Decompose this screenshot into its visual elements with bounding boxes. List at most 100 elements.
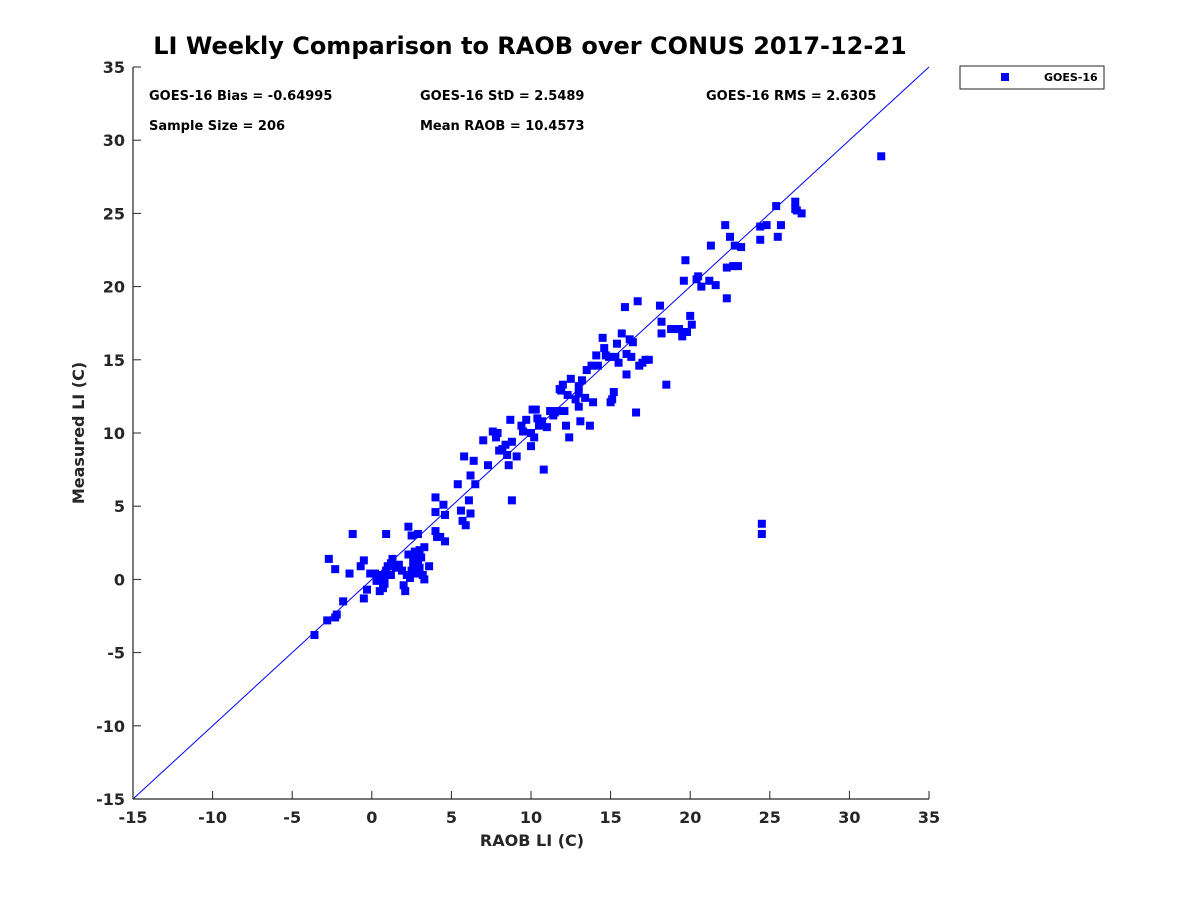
data-point [453,480,462,489]
y-tick-label: -15 [96,790,125,809]
data-point [614,358,623,367]
data-point [533,414,542,423]
data-point [363,585,372,594]
data-point [675,325,684,334]
data-point [420,543,429,552]
data-point [554,407,563,416]
x-tick-label: 20 [679,808,701,827]
data-point [622,370,631,379]
x-tick-label: 25 [759,808,781,827]
data-point [726,232,734,241]
data-point [773,232,782,241]
data-point [563,390,572,399]
data-point [722,263,731,272]
x-ticks: -15 -10 -5 0 5 10 15 20 25 30 35 [119,791,940,827]
data-point [581,393,590,402]
y-tick-label: 30 [103,131,125,150]
data-point [562,421,571,430]
data-point [566,374,575,383]
data-point [679,276,688,285]
data-point [441,510,450,519]
data-point [491,433,500,442]
data-point [501,440,510,449]
data-point [382,530,391,539]
data-point [662,380,671,389]
data-point [538,417,547,426]
y-tick-label: 0 [114,570,125,589]
y-tick-label: 15 [103,351,125,370]
data-point [456,506,465,515]
data-point [431,508,440,517]
data-point [657,317,666,326]
data-point [681,256,690,265]
data-point [498,445,507,454]
data-point [571,395,580,404]
data-point [404,550,413,559]
data-point [359,594,368,603]
data-point [587,361,596,370]
data-point [412,569,421,578]
data-point [557,386,566,395]
stat-rms: GOES-16 RMS = 2.6305 [706,89,876,104]
data-point [729,262,738,271]
data-point [331,565,340,574]
stat-mean-raob: Mean RAOB = 10.4573 [420,119,585,134]
data-point [609,388,618,397]
data-point [757,530,766,539]
data-point [546,407,555,416]
data-point [331,613,340,622]
data-point [345,569,354,578]
stat-std: GOES-16 StD = 2.5489 [420,89,584,104]
data-point [398,566,407,575]
data-point [409,563,418,572]
data-point [527,442,535,451]
data-point [762,221,771,230]
data-point [633,297,642,306]
data-point [644,355,653,364]
x-tick-label: 0 [366,808,377,827]
x-tick-label: 5 [446,808,457,827]
data-point [372,576,381,585]
x-tick-label: -5 [283,808,301,827]
data-point [484,461,493,470]
data-point [683,327,692,336]
data-point [791,197,800,206]
data-point [622,349,631,358]
data-point [577,376,586,385]
data-point [378,584,387,593]
data-point [558,380,567,389]
data-point [730,241,739,250]
x-tick-label: -10 [198,808,227,827]
data-point [469,456,478,465]
data-point [356,562,365,571]
data-point [657,329,666,338]
legend: GOES-16 [959,65,1105,90]
chart-title: LI Weekly Comparison to RAOB over CONUS … [153,32,906,60]
data-point [534,421,543,430]
data-point [877,152,886,161]
data-point [792,206,801,215]
y-tick-label: 25 [103,204,125,223]
data-point [504,461,513,470]
data-points [310,152,886,640]
data-point [687,320,696,329]
data-point [441,537,450,546]
data-point [611,352,620,361]
data-point [386,571,395,580]
data-point [705,276,714,285]
data-point [348,530,357,539]
y-tick-label: 10 [103,424,125,443]
x-tick-label: 35 [918,808,940,827]
data-point [608,395,617,404]
x-tick-label: 10 [520,808,542,827]
data-point [737,243,746,252]
data-point [413,530,422,539]
data-point [576,417,585,426]
data-point [593,361,602,370]
data-point [694,272,703,281]
data-point [589,398,598,407]
data-point [711,281,720,290]
data-point [612,339,621,348]
data-point [706,241,715,250]
data-point [600,344,609,353]
